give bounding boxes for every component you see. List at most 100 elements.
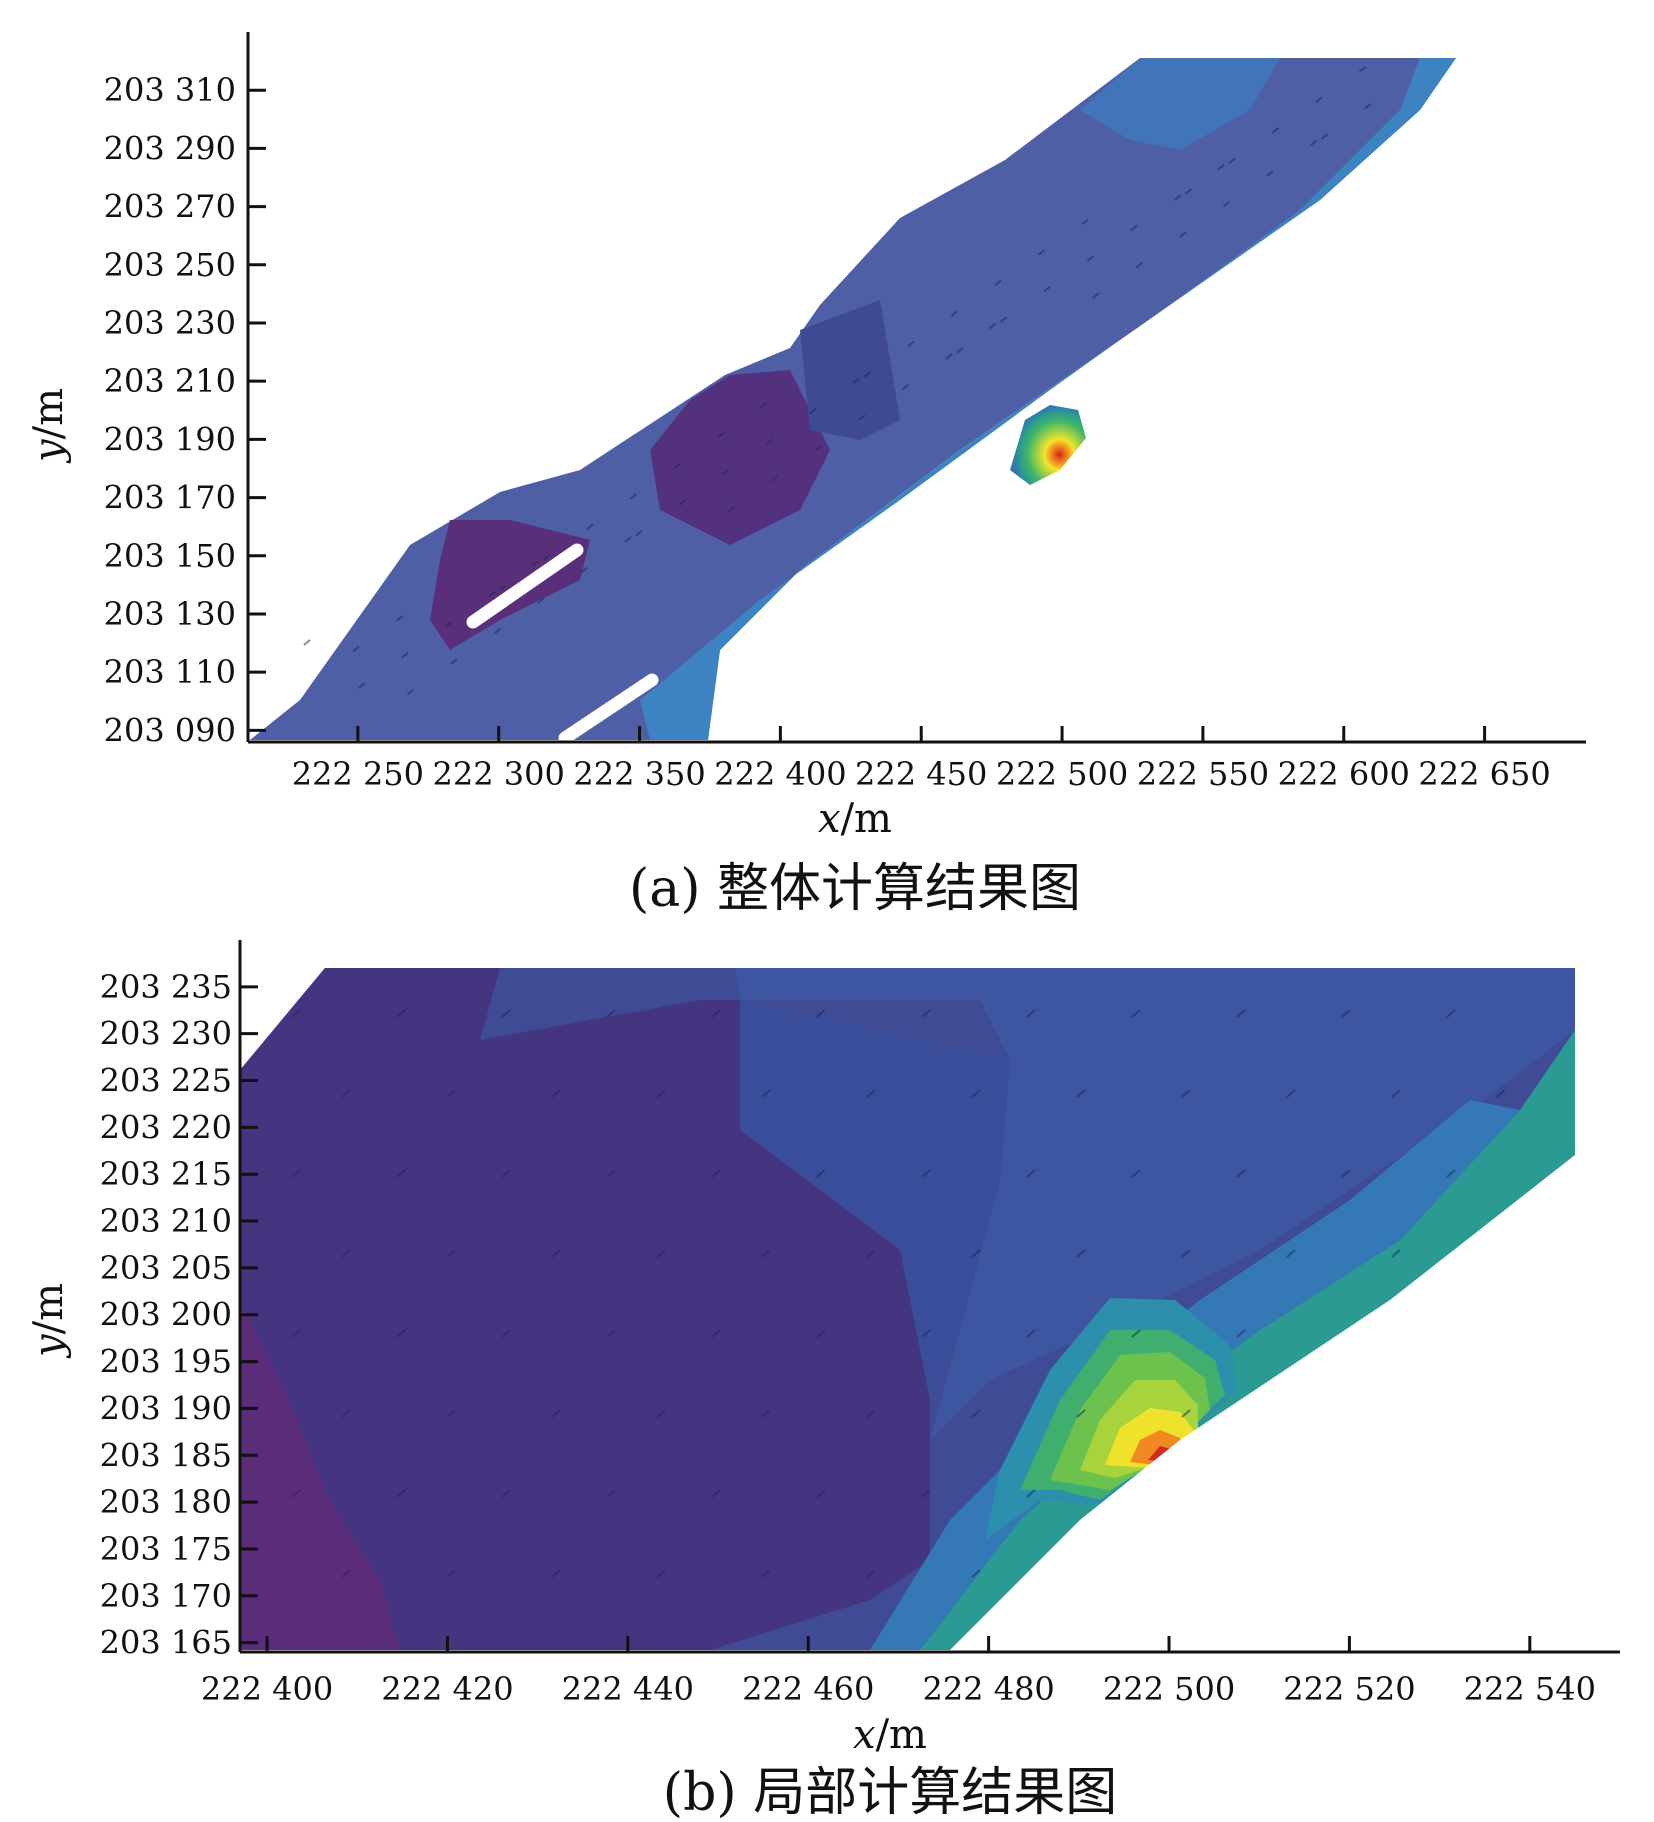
panel-b-velocity-arrow: [291, 1489, 301, 1498]
panel-b-velocity-arrow: [396, 1329, 406, 1338]
panel-b-velocity-arrow: [761, 1089, 771, 1098]
panel-b-xlabel-var: x: [853, 1712, 876, 1758]
panel-b-velocity-arrow: [711, 1009, 721, 1018]
panel-a-velocity-arrow: [1086, 255, 1095, 262]
panel-a-velocity-arrow: [635, 529, 643, 537]
panel-b-y-tick-label: 203 220: [100, 1108, 232, 1146]
panel-b-y-tick-label: 203 185: [100, 1436, 232, 1474]
panel-a-velocity-arrow: [1043, 285, 1051, 293]
panel-a-y-tick-label: 203 110: [104, 653, 236, 691]
panel-a-velocity-arrow: [401, 651, 409, 659]
panel-a-velocity-arrow: [531, 560, 540, 567]
panel-b-velocity-arrow: [866, 1249, 876, 1258]
panel-a-velocity-arrow: [722, 468, 730, 476]
panel-a-velocity-arrow: [580, 566, 589, 574]
panel-b-velocity-arrow: [1446, 1009, 1456, 1018]
panel-a-velocity-arrow: [760, 401, 768, 409]
panel-b-y-tick-label: 203 170: [100, 1577, 232, 1615]
panel-a-velocity-arrow: [488, 590, 496, 598]
panel-a: 222 250 222 300 222 350 222 400 222 450 222 5…: [26, 32, 1586, 919]
panel-a-velocity-arrow: [1271, 127, 1280, 134]
panel-b-velocity-arrow: [1236, 1009, 1246, 1018]
panel-a-y-tick-label: 203 230: [104, 304, 236, 342]
panel-b-velocity-arrow: [711, 1489, 721, 1498]
panel-b-velocity-arrow: [1131, 1329, 1141, 1338]
panel-a-island-1: [466, 543, 584, 629]
panel-b-velocity-arrow: [656, 1569, 666, 1578]
panel-a-velocity-arrow: [357, 682, 366, 689]
panel-b-velocity-arrow: [1026, 1489, 1036, 1498]
panel-a-velocity-arrow: [1222, 200, 1231, 208]
panel-b-ylabel: y/m: [26, 1283, 72, 1359]
panel-b-velocity-arrow: [1076, 1089, 1086, 1098]
panel-b-velocity-arrow: [446, 1249, 456, 1258]
panel-a-ylabel-unit: /m: [26, 388, 72, 439]
panel-a-velocity-arrow: [1315, 96, 1323, 104]
panel-a-velocity-arrow: [727, 505, 736, 513]
panel-a-velocity-arrow: [629, 493, 638, 500]
panel-a-ylabel: y/m: [26, 388, 72, 464]
panel-a-velocity-arrow: [1037, 249, 1046, 256]
panel-a-velocity-arrow: [907, 340, 915, 348]
panel-b-velocity-arrow: [1026, 1169, 1036, 1178]
panel-b-velocity-arrow: [761, 1249, 771, 1258]
panel-a-region-upper: [1080, 58, 1280, 150]
panel-b-velocity-arrow: [866, 1089, 876, 1098]
panel-a-velocity-arrow: [624, 536, 632, 543]
panel-a-field: [250, 58, 1456, 745]
panel-b-x-tick-label: 222 520: [1283, 1670, 1415, 1708]
panel-a-velocity-arrow: [1092, 292, 1100, 299]
panel-b-velocity-arrow: [291, 1169, 301, 1178]
panel-b-velocity-arrow: [1496, 1089, 1506, 1098]
panel-b-velocity-arrow: [1181, 1409, 1191, 1418]
panel-a-y-tick-label: 203 190: [104, 420, 236, 458]
panel-a-xlabel: x/m: [818, 796, 892, 842]
panel-a-x-tick-label: 222 250: [292, 755, 424, 793]
panel-a-velocity-arrow: [809, 407, 817, 415]
panel-b-y-tick-label: 203 225: [100, 1062, 232, 1100]
panel-b-velocity-arrow: [656, 1249, 666, 1258]
panel-b-caption: (b) 局部计算结果图: [663, 1763, 1117, 1822]
panel-a-y-tick-label: 203 310: [104, 71, 236, 109]
panel-a-velocity-arrow: [858, 414, 866, 421]
panel-b-velocity-arrow: [1341, 1009, 1351, 1018]
panel-b-y-tick-label: 203 190: [100, 1389, 232, 1427]
panel-a-velocity-arrow: [1184, 188, 1193, 195]
panel-a-y-tick-label: 203 090: [104, 711, 236, 749]
panel-a-velocity-arrow: [678, 499, 687, 506]
panel-a-ticks: 222 250 222 300 222 350 222 400 222 450 222 5…: [104, 71, 1551, 793]
panel-a-velocity-arrow: [537, 597, 545, 604]
panel-b-ticks: 222 400 222 420 222 440 222 460 222 480 222 5…: [100, 968, 1596, 1708]
panel-a-velocity-arrow: [395, 615, 404, 622]
panel-a-velocity-arrow: [444, 621, 453, 628]
panel-b-y-tick-label: 203 175: [100, 1530, 232, 1568]
panel-b-x-tick-label: 222 540: [1464, 1670, 1596, 1708]
panel-b-velocity-arrow: [551, 1409, 561, 1418]
panel-b-velocity-arrow: [1446, 1169, 1456, 1178]
panel-b-velocity-arrow: [291, 1329, 301, 1338]
panel-a-velocity-arrow: [1081, 218, 1089, 226]
panel-b-velocity-arrow: [291, 1009, 301, 1018]
panel-b-velocity-arrow: [816, 1329, 826, 1338]
panel-b-velocity-arrow: [761, 1409, 771, 1418]
panel-a-velocity-arrow: [956, 346, 964, 354]
panel-b-velocity-arrow: [396, 1009, 406, 1018]
panel-b-y-tick-label: 203 180: [100, 1483, 232, 1521]
panel-a-y-tick-label: 203 130: [104, 595, 236, 633]
panel-b-x-tick-label: 222 440: [562, 1670, 694, 1708]
panel-b-velocity-arrow: [551, 1569, 561, 1578]
panel-b-velocity-arrow: [1286, 1249, 1296, 1258]
panel-a-velocity-arrow: [852, 377, 861, 384]
panel-b-region-purple-2: [240, 1300, 400, 1650]
panel-b-velocity-arrow: [1026, 1009, 1036, 1018]
panel-b-velocity-arrow: [606, 1329, 616, 1338]
panel-a-region-purple-1: [650, 370, 830, 545]
panel-b-y-tick-label: 203 210: [100, 1202, 232, 1240]
panel-b-velocity-arrow: [816, 1489, 826, 1498]
panel-b-velocity-arrows: [291, 1009, 1506, 1578]
panel-a-velocity-arrow: [1364, 102, 1372, 110]
panel-a-x-tick-label: 222 350: [573, 755, 705, 793]
panel-b-velocity-arrow: [921, 1329, 931, 1338]
panel-a-velocity-arrow: [450, 658, 458, 665]
